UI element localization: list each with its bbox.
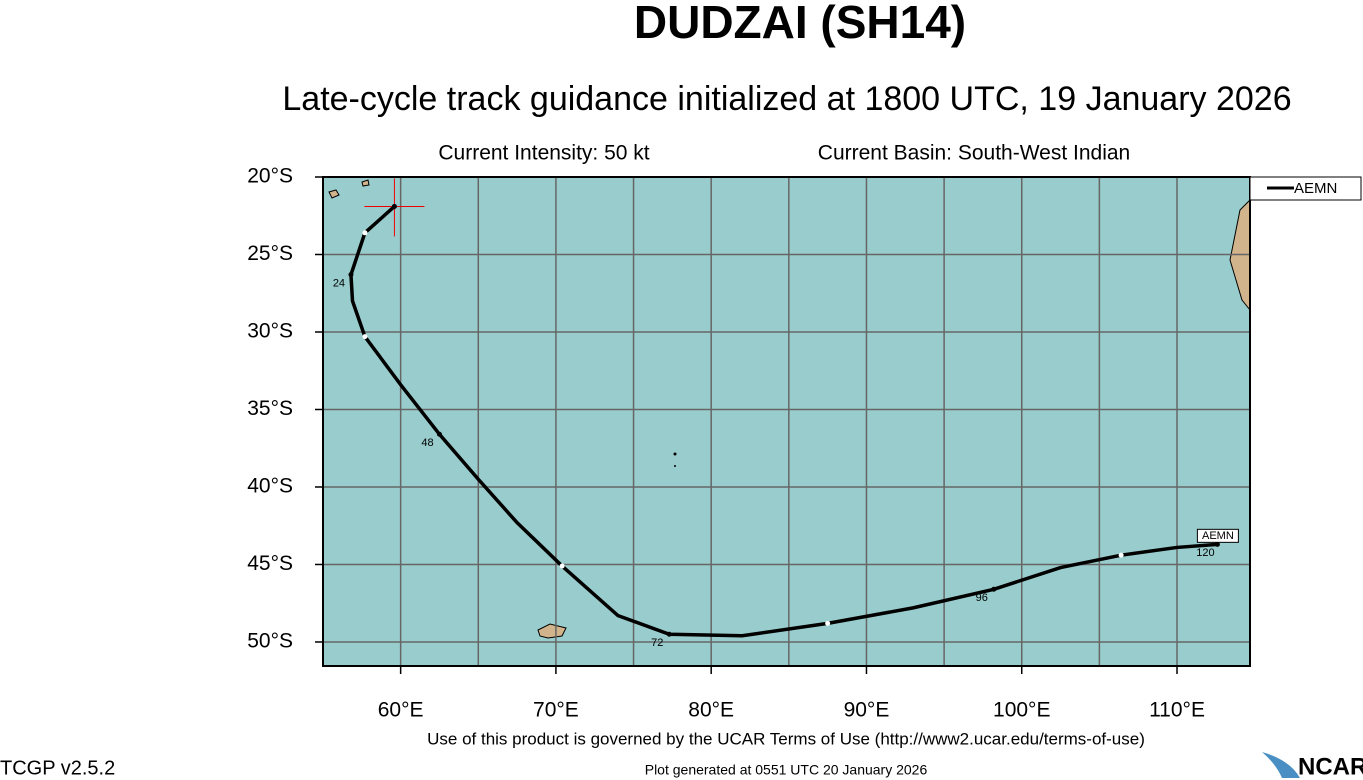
logo: NCAR (1298, 753, 1363, 780)
x-tick-label: 100°E (993, 699, 1050, 722)
track-point (666, 631, 672, 637)
legend-box (1249, 176, 1362, 201)
end-label-box (1196, 528, 1239, 543)
track-point (362, 334, 368, 340)
intensity: Current Intensity: 50 kt (438, 142, 649, 165)
x-tick-label: 60°E (378, 699, 424, 722)
point-label: 72 (651, 637, 663, 649)
version: TCGP v2.5.2 (0, 757, 115, 779)
track-point (436, 431, 442, 437)
island (673, 452, 677, 456)
track-point (825, 620, 831, 626)
y-tick-label: 50°S (247, 630, 293, 653)
x-tick-label: 110°E (1149, 699, 1205, 722)
track-point (1118, 552, 1124, 558)
legend-label: AEMN (1294, 180, 1337, 197)
track-point (559, 563, 565, 569)
x-tick-label: 90°E (844, 699, 890, 722)
land (537, 623, 567, 639)
y-tick-label: 45°S (247, 552, 293, 575)
terms: Use of this product is governed by the U… (427, 729, 1145, 748)
map-frame (322, 176, 1251, 667)
track-point (391, 203, 397, 209)
y-tick-label: 40°S (247, 475, 293, 498)
x-tick-label: 70°E (533, 699, 579, 722)
track-point (362, 230, 368, 236)
track-point (348, 272, 354, 278)
point-label: 96 (976, 592, 988, 604)
logo-swoosh (1262, 752, 1300, 778)
generated: Plot generated at 0551 UTC 20 January 20… (645, 762, 928, 778)
title: DUDZAI (SH14) (634, 0, 966, 48)
land (328, 189, 340, 199)
track (349, 205, 1218, 638)
ocean (323, 177, 1250, 666)
y-tick-label: 25°S (247, 242, 293, 265)
basin: Current Basin: South-West Indian (818, 142, 1130, 165)
island (674, 465, 676, 467)
y-tick-label: 20°S (247, 165, 293, 188)
x-tick-label: 80°E (688, 699, 734, 722)
end-label: AEMN (1202, 530, 1234, 542)
track-point (1214, 541, 1220, 547)
subtitle: Late-cycle track guidance initialized at… (282, 80, 1291, 118)
track-point (991, 586, 997, 592)
point-label: 48 (421, 437, 433, 449)
point-label: 120 (1196, 547, 1214, 559)
point-label: 24 (333, 278, 345, 290)
y-tick-label: 35°S (247, 397, 293, 420)
land (361, 179, 370, 187)
y-tick-label: 30°S (247, 320, 293, 343)
